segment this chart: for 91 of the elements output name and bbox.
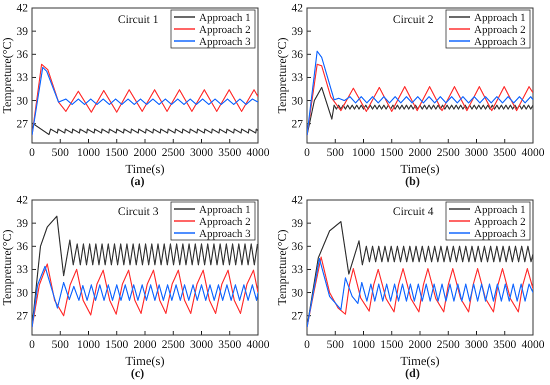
x-axis-title: Time(s) — [125, 162, 165, 176]
x-tick-label: 3000 — [465, 339, 488, 352]
y-tick-label: 30 — [16, 95, 28, 108]
x-tick-label: 4000 — [522, 147, 545, 160]
x-tick-label: 1000 — [352, 339, 376, 352]
x-tick-label: 3000 — [190, 147, 214, 160]
x-tick-label: 3000 — [465, 147, 488, 160]
x-tick-label: 1000 — [77, 147, 100, 160]
x-tick-label: 1500 — [105, 147, 128, 160]
x-tick-label: 2000 — [408, 339, 432, 352]
x-tick-label: 1500 — [380, 339, 404, 352]
x-tick-label: 2500 — [162, 339, 185, 352]
y-tick-label: 36 — [292, 240, 304, 253]
y-tick-label: 33 — [16, 72, 28, 84]
x-tick-label: 0 — [304, 339, 310, 352]
y-tick-label: 33 — [292, 72, 304, 84]
x-tick-label: 500 — [326, 147, 344, 160]
y-tick-label: 39 — [292, 218, 304, 230]
y-axis-title: Tempreture(°C) — [275, 230, 289, 306]
text: Circuit 3 — [118, 206, 159, 218]
legend-label: Approach 2 — [474, 24, 526, 36]
y-axis-title: Tempreture(°C) — [0, 230, 14, 306]
x-tick-label: 0 — [29, 339, 36, 352]
x-axis-title: Time(s) — [400, 354, 440, 368]
x-tick-label: 1500 — [105, 339, 128, 352]
x-tick-label: 1000 — [352, 147, 376, 160]
y-axis-title: Tempreture(°C) — [275, 38, 289, 114]
y-tick-label: 30 — [292, 287, 304, 300]
legend-label: Approach 3 — [474, 228, 526, 240]
legend-label: Approach 1 — [199, 12, 251, 24]
text: (b) — [405, 174, 420, 188]
line-series — [307, 64, 533, 136]
y-tick-label: 42 — [16, 194, 28, 207]
y-tick-label: 27 — [16, 310, 28, 322]
x-tick-label: 3500 — [218, 339, 242, 352]
legend-label: Approach 1 — [199, 204, 251, 216]
x-tick-label: 3000 — [190, 339, 214, 352]
x-tick-label: 0 — [29, 147, 36, 160]
x-tick-label: 2500 — [162, 147, 185, 160]
text: Circuit 1 — [118, 14, 159, 26]
y-tick-label: 33 — [292, 264, 304, 276]
y-tick-label: 42 — [292, 194, 304, 207]
y-tick-label: 27 — [292, 310, 304, 322]
x-tick-label: 1000 — [77, 339, 100, 352]
text: (d) — [405, 366, 420, 380]
y-tick-label: 36 — [16, 240, 28, 253]
text: Circuit 4 — [392, 206, 434, 218]
line-series — [307, 50, 533, 136]
legend-label: Approach 1 — [474, 204, 526, 216]
x-tick-label: 4000 — [522, 339, 545, 352]
y-axis-title: Tempreture(°C) — [0, 38, 14, 114]
x-tick-label: 2000 — [134, 147, 157, 160]
legend-label: Approach 2 — [199, 216, 251, 228]
legend-label: Approach 3 — [474, 36, 526, 48]
y-tick-label: 39 — [16, 218, 28, 230]
x-axis-title: Time(s) — [125, 354, 165, 368]
text: (c) — [130, 366, 144, 380]
y-tick-label: 27 — [292, 118, 304, 130]
y-tick-label: 36 — [16, 48, 28, 61]
y-tick-label: 36 — [292, 48, 304, 61]
x-tick-label: 2500 — [436, 147, 460, 160]
x-tick-label: 2000 — [408, 147, 432, 160]
y-tick-label: 42 — [16, 2, 28, 15]
text: Circuit 2 — [392, 14, 434, 26]
x-tick-label: 3500 — [493, 339, 516, 352]
legend-label: Approach 3 — [199, 36, 252, 48]
x-tick-label: 4000 — [246, 339, 270, 352]
legend-label: Approach 2 — [199, 24, 251, 36]
y-tick-label: 30 — [16, 287, 28, 300]
y-tick-label: 39 — [292, 26, 304, 38]
y-tick-label: 39 — [16, 26, 28, 38]
x-tick-label: 500 — [326, 339, 344, 352]
y-tick-label: 27 — [16, 118, 28, 130]
x-tick-label: 4000 — [246, 147, 270, 160]
x-tick-label: 500 — [52, 147, 70, 160]
y-tick-label: 42 — [292, 2, 304, 15]
x-tick-label: 3500 — [218, 147, 242, 160]
y-tick-label: 33 — [16, 264, 28, 276]
x-axis-title: Time(s) — [400, 162, 440, 176]
x-tick-label: 2000 — [134, 339, 157, 352]
x-tick-label: 0 — [304, 147, 310, 160]
legend-label: Approach 1 — [474, 12, 526, 24]
y-tick-label: 30 — [292, 95, 304, 108]
x-tick-label: 2500 — [436, 339, 460, 352]
legend-label: Approach 3 — [199, 228, 252, 240]
text: (a) — [130, 174, 144, 188]
x-tick-label: 500 — [52, 339, 70, 352]
x-tick-label: 1500 — [380, 147, 404, 160]
x-tick-label: 3500 — [493, 147, 516, 160]
legend-label: Approach 2 — [474, 216, 526, 228]
line-series — [32, 122, 258, 136]
